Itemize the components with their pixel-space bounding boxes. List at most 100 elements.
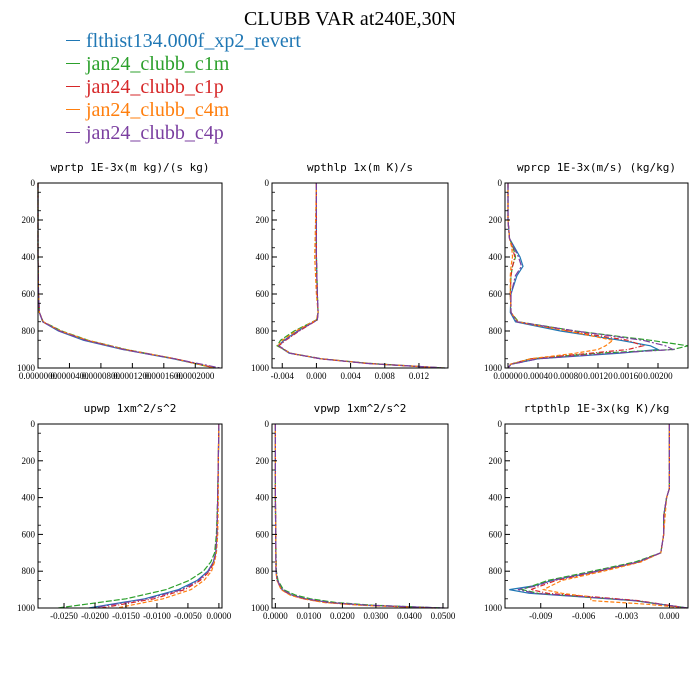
- y-tick-label: 800: [22, 566, 36, 576]
- x-tick-label: 0.0000800: [82, 371, 121, 381]
- figure-title: CLUBB VAR at240E,30N: [243, 8, 457, 30]
- legend: flthist134.000f_xp2_revert jan24_clubb_c…: [66, 30, 301, 145]
- panel-title: wpthlp 1x(m K)/s: [307, 161, 413, 174]
- series-line: [37, 183, 221, 369]
- x-tick-label: -0.0100: [143, 611, 171, 621]
- y-tick-label: 200: [489, 456, 503, 466]
- plot-frame: [271, 182, 449, 369]
- y-tick-label: 400: [256, 493, 270, 503]
- y-tick-label: 200: [22, 215, 36, 225]
- panel-title: wprtp 1E-3x(m kg)/(s kg): [51, 161, 210, 174]
- legend-swatch: [66, 108, 80, 110]
- y-tick-label: 1000: [484, 603, 503, 613]
- plot-frame: [37, 182, 223, 369]
- x-tick-label: 0.00120: [583, 371, 613, 381]
- y-tick-label: 800: [256, 566, 270, 576]
- x-tick-label: 0.000: [306, 371, 327, 381]
- legend-swatch: [66, 62, 80, 64]
- x-tick-label: 0.0000400: [50, 371, 89, 381]
- y-tick-label: 800: [489, 326, 503, 336]
- legend-label: jan24_clubb_c4p: [86, 122, 224, 144]
- y-tick-label: 0: [31, 178, 36, 188]
- y-tick-label: 1000: [251, 363, 270, 373]
- x-tick-label: -0.004: [271, 371, 295, 381]
- x-tick-label: -0.0250: [50, 611, 78, 621]
- x-tick-label: 0.00080: [553, 371, 583, 381]
- x-tick-label: 0.0001600: [145, 371, 184, 381]
- legend-item: jan24_clubb_c1p: [66, 76, 301, 99]
- legend-swatch: [66, 131, 80, 133]
- series-line: [37, 183, 216, 369]
- y-tick-label: 200: [256, 456, 270, 466]
- x-tick-label: 0.0002000: [176, 371, 215, 381]
- y-tick-label: 600: [489, 529, 503, 539]
- x-tick-label: 0.008: [375, 371, 396, 381]
- y-tick-label: 1000: [251, 603, 270, 613]
- y-tick-label: 400: [489, 252, 503, 262]
- legend-label: jan24_clubb_c4m: [86, 99, 230, 121]
- series-line: [57, 423, 220, 609]
- x-tick-label: 0.0300: [364, 611, 389, 621]
- x-tick-label: -0.003: [615, 611, 639, 621]
- x-tick-label: -0.009: [529, 611, 553, 621]
- x-tick-label: 0.0001200: [113, 371, 152, 381]
- series-line: [509, 424, 689, 609]
- y-tick-label: 0: [498, 178, 503, 188]
- panel-title: vpwp 1xm^2/s^2: [314, 402, 407, 415]
- series-line: [276, 183, 445, 369]
- y-tick-label: 800: [22, 326, 36, 336]
- series-line: [37, 183, 216, 369]
- series-line: [277, 182, 444, 369]
- series-line: [37, 183, 215, 369]
- series-line: [91, 423, 220, 609]
- y-tick-label: 800: [256, 326, 270, 336]
- y-tick-label: 0: [31, 419, 36, 429]
- x-tick-label: -0.0150: [112, 611, 140, 621]
- plot-frame: [37, 423, 223, 609]
- x-tick-label: 0.0000000: [19, 371, 58, 381]
- series-line: [37, 183, 216, 369]
- y-tick-label: 0: [265, 178, 270, 188]
- x-tick-label: 0.00040: [523, 371, 553, 381]
- series-line: [507, 183, 676, 369]
- chart-panel: wprcp 1E-3x(m/s) (kg/kg) 0 200 400 600 800 100…: [484, 161, 689, 381]
- legend-item: flthist134.000f_xp2_revert: [66, 30, 301, 53]
- chart-panel: rtpthlp 1E-3x(kg K)/kg 0 200 400 600 800 1000 -…: [484, 402, 689, 621]
- legend-label: jan24_clubb_c1p: [86, 76, 224, 98]
- legend-label: flthist134.000f_xp2_revert: [86, 30, 301, 52]
- series-line: [274, 424, 433, 609]
- series-line: [541, 424, 686, 609]
- series-line: [101, 423, 220, 609]
- panel-title: rtpthlp 1E-3x(kg K)/kg: [524, 402, 670, 415]
- y-tick-label: 400: [256, 252, 270, 262]
- plot-frame: [504, 182, 689, 369]
- x-tick-label: 0.012: [409, 371, 429, 381]
- y-tick-label: 400: [22, 493, 36, 503]
- y-tick-label: 800: [489, 566, 503, 576]
- series-line: [520, 424, 687, 609]
- x-tick-label: 0.0000: [263, 611, 288, 621]
- y-tick-label: 0: [498, 419, 503, 429]
- x-tick-label: -0.006: [572, 611, 596, 621]
- x-tick-label: 0.00200: [643, 371, 673, 381]
- y-tick-label: 600: [489, 289, 503, 299]
- x-tick-label: 0.00000: [493, 371, 523, 381]
- plot-frame: [504, 423, 689, 609]
- y-tick-label: 600: [256, 289, 270, 299]
- x-tick-label: 0.0400: [397, 611, 422, 621]
- y-tick-label: 400: [22, 252, 36, 262]
- y-tick-label: 400: [489, 493, 503, 503]
- x-tick-label: 0.0000: [207, 611, 232, 621]
- y-tick-label: 600: [256, 529, 270, 539]
- x-tick-label: 0.0100: [297, 611, 322, 621]
- x-tick-label: 0.00160: [613, 371, 643, 381]
- series-line: [517, 424, 687, 609]
- series-line: [277, 183, 443, 369]
- series-line: [507, 183, 661, 369]
- legend-item: jan24_clubb_c4m: [66, 99, 301, 122]
- y-tick-label: 200: [489, 215, 503, 225]
- legend-swatch: [66, 39, 80, 41]
- legend-item: jan24_clubb_c4p: [66, 122, 301, 145]
